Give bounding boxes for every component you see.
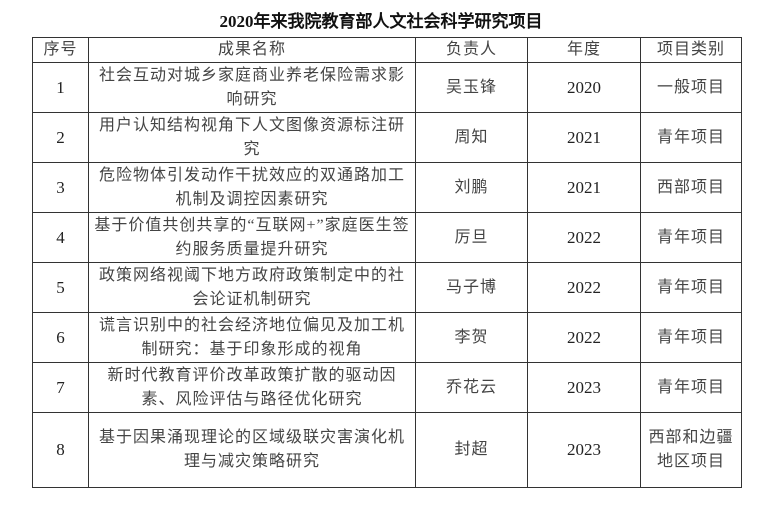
cell-name: 基于因果涌现理论的区域级联灾害演化机理与减灾策略研究 (88, 412, 416, 488)
header-year: 年度 (527, 37, 641, 63)
cell-no: 4 (32, 212, 89, 263)
table-row: 5 政策网络视阈下地方政府政策制定中的社会论证机制研究 马子博 2022 青年项目 (32, 262, 742, 313)
cell-name: 基于价值共创共享的“互联网+”家庭医生签约服务质量提升研究 (88, 212, 416, 263)
cell-year: 2023 (527, 362, 641, 413)
projects-table: 序号 成果名称 负责人 年度 项目类别 1 社会互动对城乡家庭商业养老保险需求影响… (32, 37, 742, 488)
cell-year: 2020 (527, 62, 641, 113)
cell-name: 谎言识别中的社会经济地位偏见及加工机制研究：基于印象形成的视角 (88, 312, 416, 363)
cell-leader: 马子博 (415, 262, 528, 313)
cell-leader: 李贺 (415, 312, 528, 363)
table-row: 3 危险物体引发动作干扰效应的双通路加工机制及调控因素研究 刘鹏 2021 西部项目 (32, 162, 742, 213)
cell-no: 2 (32, 112, 89, 163)
table-row: 7 新时代教育评价改革政策扩散的驱动因素、风险评估与路径优化研究 乔花云 2023 青年… (32, 362, 742, 413)
table-row: 4 基于价值共创共享的“互联网+”家庭医生签约服务质量提升研究 厉旦 2022 青年项目 (32, 212, 742, 263)
cell-name: 新时代教育评价改革政策扩散的驱动因素、风险评估与路径优化研究 (88, 362, 416, 413)
cell-category: 西部和边疆地区项目 (640, 412, 742, 488)
cell-leader: 乔花云 (415, 362, 528, 413)
cell-name: 危险物体引发动作干扰效应的双通路加工机制及调控因素研究 (88, 162, 416, 213)
cell-year: 2023 (527, 412, 641, 488)
cell-category: 青年项目 (640, 212, 742, 263)
cell-no: 7 (32, 362, 89, 413)
cell-year: 2022 (527, 262, 641, 313)
cell-name: 用户认知结构视角下人文图像资源标注研究 (88, 112, 416, 163)
table-row: 6 谎言识别中的社会经济地位偏见及加工机制研究：基于印象形成的视角 李贺 2022 青年… (32, 312, 742, 363)
document-title: 2020年来我院教育部人文社会科学研究项目 (219, 12, 543, 31)
cell-leader: 周知 (415, 112, 528, 163)
cell-category: 青年项目 (640, 362, 742, 413)
header-category: 项目类别 (640, 37, 742, 63)
table-row: 8 基于因果涌现理论的区域级联灾害演化机理与减灾策略研究 封超 2023 西部和边疆地区… (32, 412, 742, 488)
cell-year: 2022 (527, 212, 641, 263)
header-no: 序号 (32, 37, 89, 63)
cell-no: 8 (32, 412, 89, 488)
table-row: 2 用户认知结构视角下人文图像资源标注研究 周知 2021 青年项目 (32, 112, 742, 163)
cell-no: 1 (32, 62, 89, 113)
cell-category: 青年项目 (640, 312, 742, 363)
cell-year: 2021 (527, 112, 641, 163)
cell-category: 青年项目 (640, 262, 742, 313)
cell-name: 政策网络视阈下地方政府政策制定中的社会论证机制研究 (88, 262, 416, 313)
cell-leader: 厉旦 (415, 212, 528, 263)
header-name: 成果名称 (88, 37, 416, 63)
cell-no: 5 (32, 262, 89, 313)
cell-no: 6 (32, 312, 89, 363)
cell-category: 一般项目 (640, 62, 742, 113)
cell-leader: 封超 (415, 412, 528, 488)
cell-no: 3 (32, 162, 89, 213)
cell-category: 青年项目 (640, 112, 742, 163)
cell-name: 社会互动对城乡家庭商业养老保险需求影响研究 (88, 62, 416, 113)
cell-leader: 刘鹏 (415, 162, 528, 213)
table-row: 1 社会互动对城乡家庭商业养老保险需求影响研究 吴玉锋 2020 一般项目 (32, 62, 742, 113)
cell-year: 2021 (527, 162, 641, 213)
header-row: 序号 成果名称 负责人 年度 项目类别 (32, 37, 742, 63)
cell-leader: 吴玉锋 (415, 62, 528, 113)
header-leader: 负责人 (415, 37, 528, 63)
cell-category: 西部项目 (640, 162, 742, 213)
cell-year: 2022 (527, 312, 641, 363)
